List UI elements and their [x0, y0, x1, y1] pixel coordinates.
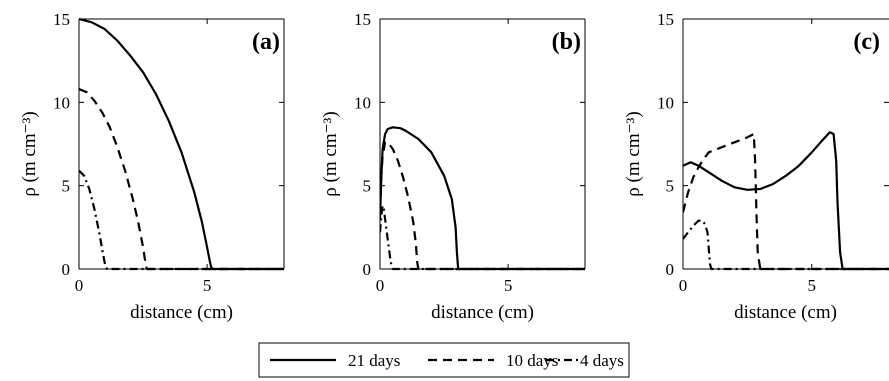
x-tick-label: 0: [75, 276, 84, 295]
y-tick-label: 15: [53, 10, 70, 29]
y-tick-label: 15: [354, 10, 371, 29]
y-tick-label: 0: [666, 260, 675, 279]
series-line-10-days: [380, 141, 585, 271]
series-line-21-days: [683, 131, 889, 271]
legend-label-21-days: 21 days: [348, 351, 400, 370]
y-tick-label: 5: [666, 177, 675, 196]
x-tick-label: 0: [376, 276, 385, 295]
series-group-a: [79, 17, 284, 271]
series-line-21-days: [79, 17, 284, 271]
x-tick-label: 5: [808, 276, 817, 295]
x-axis-label: distance (cm): [130, 302, 233, 323]
y-tick-label: 0: [363, 260, 372, 279]
y-tick-label: 5: [363, 177, 372, 196]
x-tick-label: 0: [679, 276, 688, 295]
legend-label-4-days: 4 days: [580, 351, 624, 370]
series-line-10-days: [683, 132, 889, 271]
panel-label: (b): [552, 29, 581, 55]
panels: 0 5 10 15 0 5 distance (cm) ρ (m cm⁻³) (a) 0 5 10 15…: [19, 10, 889, 323]
y-axis-label: ρ (m cm⁻³): [623, 111, 644, 196]
legend-label-10-days: 10 days: [506, 351, 558, 370]
y-tick-label: 10: [354, 93, 371, 112]
x-axis-label: distance (cm): [431, 302, 534, 323]
y-axis-label: ρ (m cm⁻³): [19, 111, 40, 196]
series-line-4-days: [380, 204, 585, 271]
x-axis-label: distance (cm): [734, 302, 837, 323]
x-tick-label: 5: [504, 276, 513, 295]
y-tick-label: 10: [657, 93, 674, 112]
y-axis-label: ρ (m cm⁻³): [320, 111, 341, 196]
series-line-21-days: [380, 126, 585, 271]
y-tick-label: 0: [62, 260, 71, 279]
series-line-4-days: [683, 219, 889, 271]
panel-c: 0 5 10 15 0 5 distance (cm) ρ (m cm⁻³) (c): [623, 10, 889, 323]
x-tick-label: 5: [203, 276, 212, 295]
y-tick-label: 10: [53, 93, 70, 112]
series-group-b: [380, 126, 585, 271]
panel-label: (c): [853, 29, 880, 55]
series-group-c: [683, 131, 889, 271]
series-line-10-days: [79, 87, 284, 271]
panel-a: 0 5 10 15 0 5 distance (cm) ρ (m cm⁻³) (a): [19, 10, 285, 323]
panel-b: 0 5 10 15 0 5 distance (cm) ρ (m cm⁻³) (b): [320, 10, 586, 323]
y-tick-label: 5: [62, 177, 71, 196]
legend: 21 days 10 days 4 days: [258, 342, 630, 378]
panel-label: (a): [252, 29, 280, 55]
series-line-4-days: [79, 169, 284, 271]
y-tick-label: 15: [657, 10, 674, 29]
